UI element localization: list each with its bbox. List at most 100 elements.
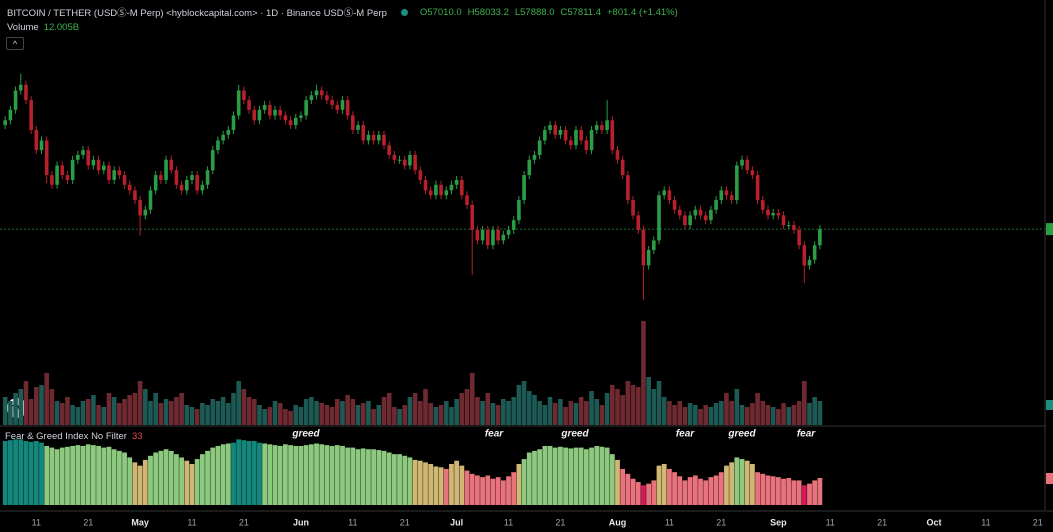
- fgi-bar: [231, 442, 236, 505]
- candle-body: [397, 159, 402, 161]
- candle-body: [179, 184, 184, 191]
- volume-bar: [615, 389, 620, 425]
- volume-bar: [568, 401, 574, 425]
- ohlc-close: C57811.4: [560, 6, 601, 18]
- candle-body: [568, 140, 573, 146]
- fgi-bar: [459, 465, 465, 505]
- candle-body: [537, 140, 542, 155]
- candle-body: [480, 229, 485, 241]
- volume-bar: [495, 405, 501, 425]
- volume-bar: [44, 373, 50, 425]
- fgi-bar: [75, 445, 81, 505]
- volume-bar: [604, 393, 610, 425]
- fgi-bar: [615, 459, 620, 505]
- fgi-bar: [59, 447, 65, 505]
- volume-bar: [111, 397, 117, 425]
- volume-bar: [371, 409, 376, 425]
- fgi-bar: [96, 445, 101, 505]
- candle-body: [356, 125, 360, 130]
- candle-body: [205, 170, 210, 185]
- candle-body: [262, 104, 267, 110]
- volume-bar: [423, 389, 428, 425]
- volume-bar: [334, 399, 340, 425]
- candle-body: [543, 129, 547, 141]
- candle-body: [8, 109, 13, 121]
- volume-bar: [490, 403, 496, 425]
- candle-body: [740, 159, 744, 166]
- volume-bar: [262, 409, 267, 425]
- candle-body: [278, 109, 283, 116]
- candle-body: [127, 184, 132, 191]
- candle-body: [563, 129, 568, 141]
- fgi-bar: [163, 449, 169, 505]
- volume-bar: [656, 381, 662, 425]
- volume-bar: [817, 400, 823, 425]
- fgi-bar: [319, 444, 325, 505]
- fgi-bar: [194, 459, 200, 505]
- fgi-bar: [49, 447, 55, 505]
- volume-bar: [734, 389, 740, 425]
- candle-body: [652, 240, 656, 251]
- candle-body: [517, 200, 521, 221]
- volume-bar: [210, 399, 216, 425]
- volume-bar: [537, 401, 542, 425]
- fgi-bar: [350, 447, 356, 505]
- candle-body: [314, 90, 319, 96]
- x-tick-label: 11: [826, 517, 835, 527]
- candle-body: [133, 190, 137, 201]
- volume-bar: [713, 403, 719, 425]
- volume-bar: [802, 381, 807, 425]
- volume-bar: [153, 393, 158, 425]
- candle-body: [553, 125, 558, 135]
- fgi-value: 33: [131, 431, 143, 442]
- fgi-bar: [765, 475, 771, 505]
- candle-body: [319, 90, 324, 96]
- volume-bar: [319, 403, 325, 425]
- volume-bar: [2, 397, 8, 425]
- volume-bar: [755, 393, 760, 425]
- fgi-bar: [288, 445, 293, 505]
- volume-bar: [397, 409, 402, 425]
- fgi-bar: [402, 455, 408, 505]
- volume-bar: [646, 377, 651, 425]
- candle-body: [709, 209, 713, 221]
- candle-body: [293, 117, 298, 126]
- candle-body: [392, 154, 397, 160]
- candle-body: [470, 204, 475, 230]
- candle-body: [112, 170, 116, 180]
- candle-body: [44, 140, 49, 176]
- candle-body: [574, 129, 578, 146]
- candle-body: [589, 129, 594, 151]
- fgi-annotation: greed: [560, 429, 589, 440]
- fgi-bar: [184, 460, 190, 505]
- fgi-bar: [469, 473, 475, 505]
- volume-legend: Volume 12.005B: [7, 22, 79, 33]
- volume-bar: [174, 397, 179, 425]
- candle-body: [190, 175, 194, 180]
- volume-bar: [163, 399, 169, 425]
- candle-body: [662, 190, 666, 196]
- volume-bar: [610, 385, 615, 425]
- collapse-button[interactable]: ^: [6, 37, 24, 50]
- volume-bar: [329, 407, 335, 425]
- candle-body: [620, 159, 625, 176]
- candle-body: [657, 195, 661, 241]
- candle-body: [371, 134, 376, 141]
- candle-body: [693, 209, 698, 216]
- x-tick-label: Sep: [770, 517, 787, 527]
- volume-bar: [594, 399, 600, 425]
- fgi-bar: [168, 450, 174, 505]
- volume-bar: [137, 381, 143, 425]
- fgi-bar: [251, 441, 257, 505]
- volume-bar: [739, 405, 745, 425]
- candle-body: [50, 175, 54, 185]
- fgi-bar: [148, 455, 153, 505]
- candle-body: [594, 125, 599, 130]
- fgi-bar: [786, 477, 792, 505]
- fgi-bar: [28, 441, 34, 505]
- volume-bar: [168, 401, 174, 425]
- fgi-bar: [480, 477, 485, 505]
- volume-bar: [179, 393, 184, 425]
- volume-bar: [573, 403, 579, 425]
